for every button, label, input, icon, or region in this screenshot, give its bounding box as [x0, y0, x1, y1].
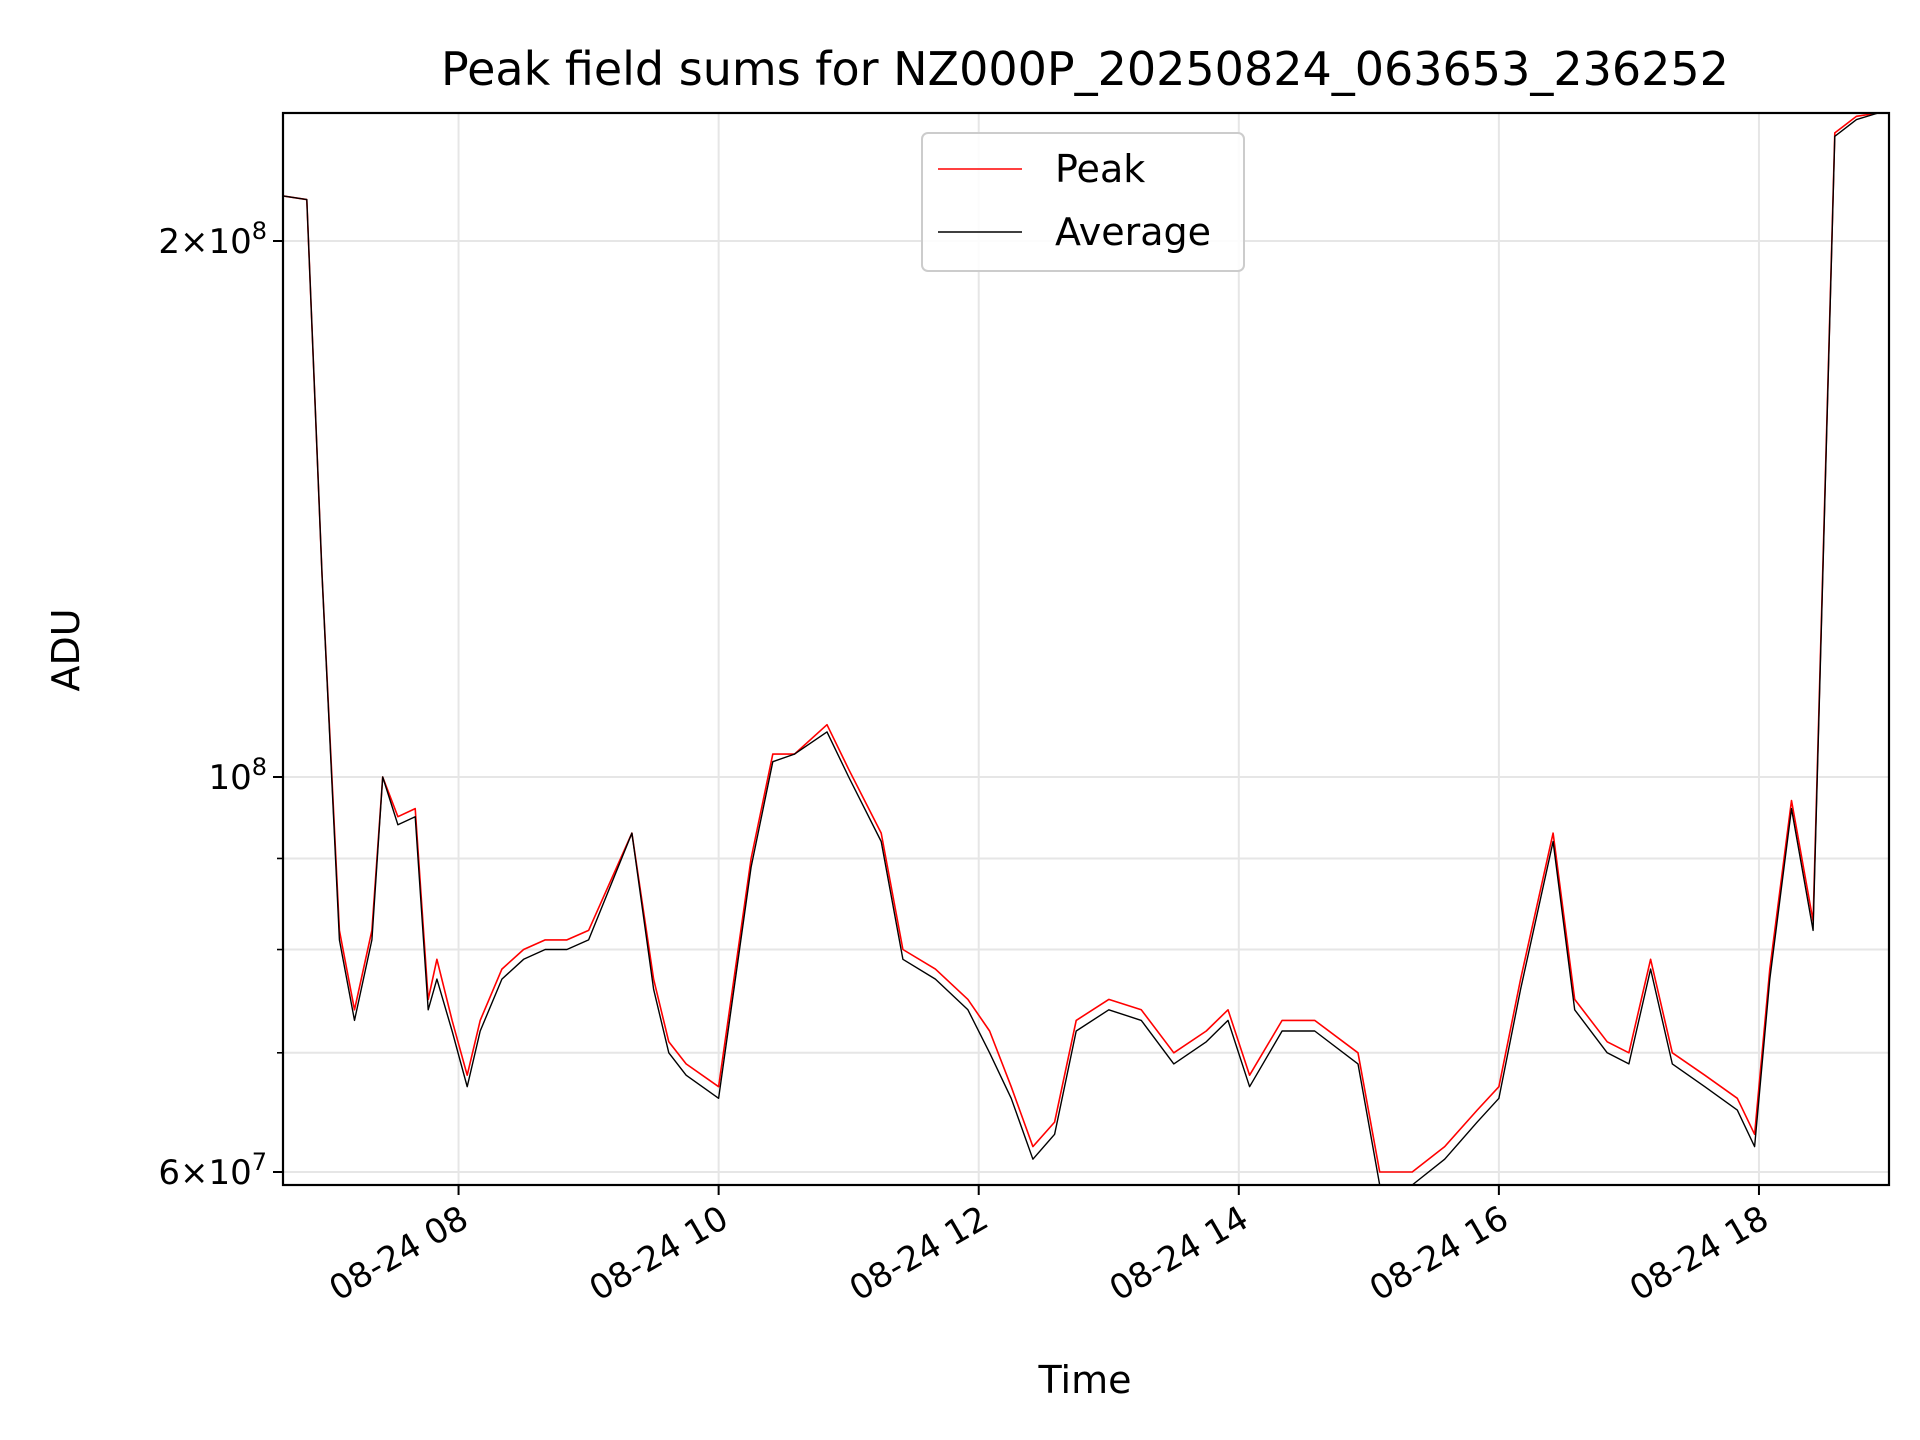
x-axis-label: Time [1038, 1358, 1132, 1402]
y-tick-label: 6×107 [158, 1148, 267, 1193]
series-layer [282, 112, 1889, 1186]
legend-label-peak: Peak [1055, 147, 1145, 191]
y-axis-label: ADU [44, 608, 88, 691]
legend-label-average: Average [1055, 210, 1211, 254]
grid [283, 113, 1889, 1185]
plot-frame [281, 111, 1891, 1187]
series-line-average [282, 112, 1889, 1186]
legend-box [921, 132, 1245, 272]
y-tick-label: 2×108 [158, 217, 267, 262]
chart-title: Peak field sums for NZ000P_20250824_0636… [441, 42, 1729, 96]
series-line-peak [282, 112, 1889, 1173]
y-tick-label: 108 [208, 753, 267, 798]
legend: Peak Average [921, 132, 1245, 272]
y-axis: 2×108 108 6×107 [158, 217, 283, 1193]
